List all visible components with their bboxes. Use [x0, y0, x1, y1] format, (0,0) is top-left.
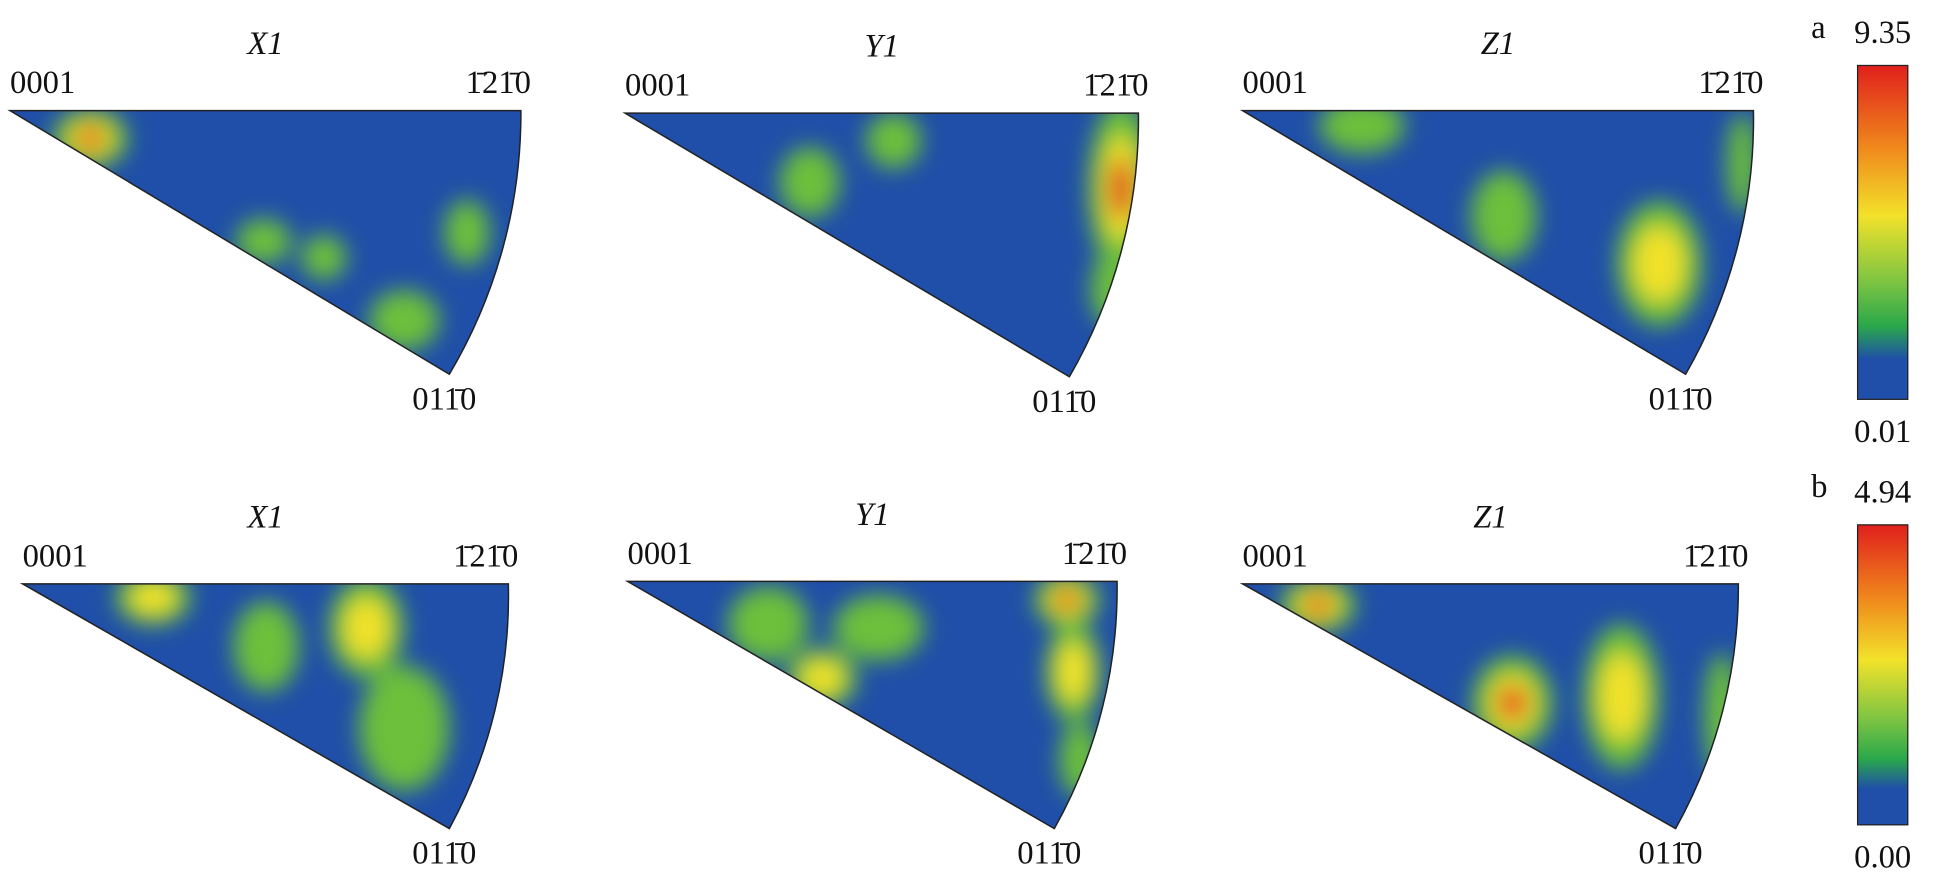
colorbar-max: 4.94 [1854, 474, 1911, 510]
pole-figure: Z1 0001 1̄21̄0 011̄0 [1239, 499, 1748, 872]
triangle-outline [7, 109, 522, 376]
corner-label: 011̄0 [1649, 381, 1713, 417]
triangle-outline [1239, 583, 1740, 830]
corner-label: 0001 [23, 538, 88, 574]
intensity-zone [779, 147, 840, 218]
corner-label: 0001 [1243, 538, 1308, 574]
plot-title: Y1 [864, 29, 898, 65]
intensity-zone [833, 595, 924, 661]
corner-label: 1̄21̄0 [1062, 536, 1127, 572]
pole-figure: X1 0001 1̄21̄0 011̄0 [7, 26, 531, 417]
intensity-map [727, 581, 1101, 798]
intensity-zone [1090, 251, 1131, 327]
colorbar [1856, 64, 1909, 400]
intensity-zone [343, 597, 390, 658]
intensity-zone [1633, 226, 1685, 302]
intensity-map [1319, 110, 1754, 327]
intensity-blobs [115, 583, 450, 791]
plot-title: Z1 [1481, 26, 1515, 62]
intensity-zone [866, 113, 922, 169]
intensity-zone [801, 659, 844, 697]
intensity-zone [369, 290, 440, 351]
intensity-zone [1498, 686, 1527, 720]
corner-label: 011̄0 [1017, 836, 1081, 872]
intensity-map [115, 583, 450, 791]
triangle-outline [624, 580, 1118, 830]
pole-figure: Y1 0001 1̄21̄0 011̄0 [624, 497, 1127, 872]
plot-title: X1 [245, 26, 283, 62]
triangle-outline [1239, 109, 1755, 376]
triangle-outline [622, 112, 1140, 378]
intensity-blobs [1319, 110, 1754, 327]
corner-label: 011̄0 [1032, 384, 1096, 420]
corner-label: 011̄0 [412, 836, 476, 872]
plot-title: Y1 [855, 497, 889, 533]
corner-label: 1̄21̄0 [1683, 538, 1748, 574]
intensity-zone [1109, 157, 1133, 220]
corner-label: 0001 [628, 536, 693, 572]
pole-figure: Z1 0001 1̄21̄0 011̄0 [1239, 26, 1763, 417]
intensity-zone [77, 127, 104, 149]
corner-label: 1̄21̄0 [1698, 65, 1763, 101]
colorbar-max: 9.35 [1854, 15, 1911, 51]
intensity-zone [358, 665, 450, 791]
intensity-zone [1055, 590, 1079, 610]
colorbar [1856, 524, 1909, 826]
panel-label: b [1811, 469, 1827, 505]
plot-title: X1 [245, 499, 283, 535]
corner-label: 011̄0 [412, 381, 476, 417]
intensity-zone [444, 199, 490, 266]
triangle-background [625, 113, 1139, 377]
intensity-zone [1599, 653, 1645, 741]
corner-label: 011̄0 [1639, 836, 1703, 872]
intensity-zone [233, 601, 299, 692]
pole-figure: Y1 0001 1̄21̄0 011̄0 [622, 29, 1148, 420]
corner-label: 0001 [10, 65, 75, 101]
intensity-zone [1471, 170, 1537, 262]
colorbar-min: 0.01 [1854, 414, 1911, 450]
intensity-zone [1319, 110, 1405, 154]
intensity-blobs [727, 581, 1101, 798]
plot-title: Z1 [1473, 499, 1507, 535]
panel-label: a [1811, 10, 1826, 46]
intensity-zone [727, 586, 809, 662]
intensity-zone [301, 234, 347, 281]
corner-label: 1̄21̄0 [453, 538, 518, 574]
triangle-outline [19, 583, 510, 830]
intensity-zone [1059, 721, 1100, 798]
corner-label: 1̄21̄0 [1083, 68, 1148, 104]
corner-label: 1̄21̄0 [466, 65, 531, 101]
intensity-zone [130, 583, 176, 615]
pole-figure: X1 0001 1̄21̄0 011̄0 [19, 499, 518, 872]
corner-label: 0001 [625, 68, 690, 104]
intensity-zone [1056, 641, 1090, 702]
colorbar-min: 0.00 [1854, 839, 1911, 875]
intensity-zone [235, 218, 292, 264]
intensity-zone [1727, 113, 1754, 214]
intensity-zone [1304, 595, 1332, 615]
corner-label: 0001 [1243, 65, 1308, 101]
